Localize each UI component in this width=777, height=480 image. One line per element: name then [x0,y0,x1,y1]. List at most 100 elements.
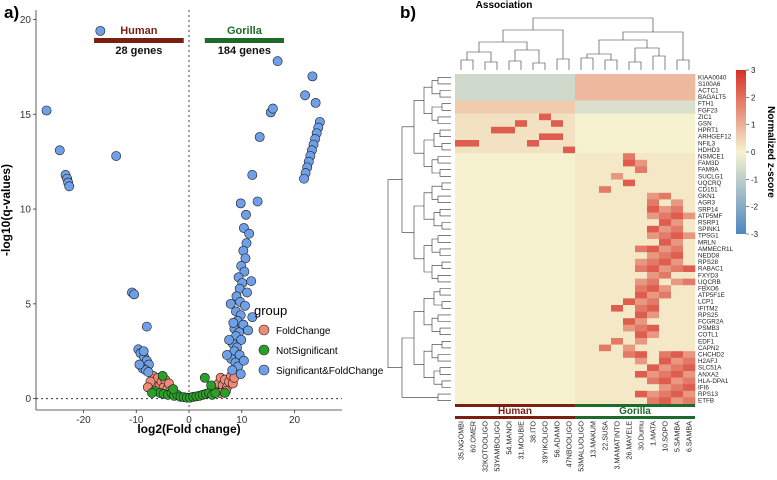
heatmap-cell [455,272,468,279]
column-label: 31.MOUBIE [516,421,525,460]
heatmap-cell [635,258,648,266]
heatmap-cell [455,133,468,141]
colorbar-ticks: 3 2 1 0 -1 -2 -3 [746,66,759,239]
heatmap-cell [479,245,492,253]
heatmap-cell [623,324,636,332]
heatmap-cell [659,278,672,286]
heatmap-cell [635,311,648,319]
heatmap-cell [491,364,504,372]
heatmap-cell [623,298,636,306]
heatmap-cell [587,272,600,279]
heatmap-cell [539,232,552,240]
heatmap-cell [491,225,504,233]
heatmap-cell [575,311,588,319]
heatmap-cell [455,245,468,253]
heatmap-cell [479,87,492,95]
heatmap-cell [659,390,672,398]
row-dendrogram-link [439,248,451,256]
heatmap-cell [635,186,648,194]
heatmap-cell [671,351,684,359]
heatmap-cell [515,146,528,154]
heatmap-cell [671,100,684,108]
heatmap-cell [563,311,576,319]
row-dendrogram-link [433,212,442,227]
heatmap-cell [659,344,672,352]
heatmap-cell [479,338,492,345]
heatmap-cell [467,140,480,147]
column-group-bar [455,416,575,419]
heatmap-cell [527,305,540,312]
heatmap-cell [527,179,540,187]
heatmap-cell [671,344,684,352]
heatmap-cell [515,278,528,286]
heatmap-cell [503,74,516,81]
row-label: AGR3 [698,200,716,207]
heatmap-cell [467,364,480,372]
heatmap-cell [527,252,540,260]
heatmap-cell [623,357,636,365]
heatmap-cell [551,344,564,352]
heatmap-cell [527,245,540,253]
heatmap-cell [611,159,624,167]
heatmap-cell [671,384,684,392]
heatmap-cell [479,324,492,332]
heatmap-cell [599,199,612,207]
column-dendrogram-link [598,39,648,54]
heatmap-cell [551,278,564,286]
heatmap-cell [611,113,624,121]
row-dendrogram-link [431,238,440,253]
heatmap-cell [599,291,612,299]
heatmap-cell [479,298,492,306]
heatmap-cell [539,153,552,161]
heatmap-cell [539,291,552,299]
row-dendrogram-link [433,133,442,147]
heatmap-cell [647,212,660,220]
row-label: IFITM2 [698,305,718,312]
heatmap-cell [515,93,528,101]
heatmap-cell [527,265,540,273]
heatmap-cell [647,331,660,339]
heatmap-cell [551,107,564,114]
row-label: RPS25 [698,312,718,319]
heatmap-cell [587,140,600,147]
heatmap-cell [551,357,564,365]
heatmap-cell [683,338,696,345]
row-label: FXYD3 [698,272,719,279]
heatmap-cell [551,265,564,273]
heatmap-cell [659,252,672,260]
heatmap-cell [587,384,600,392]
heatmap-cell [503,153,516,161]
heatmap-cell [455,351,468,359]
heatmap-cell [575,291,588,299]
heatmap-cell [467,258,480,266]
heatmap-cell [539,87,552,95]
heatmap-cell [587,179,600,187]
heatmap-cell [623,192,636,200]
row-dendrogram-link [423,192,434,220]
heatmap-cell [611,344,624,352]
heatmap-cell [671,258,684,266]
heatmap-cell [479,179,492,187]
heatmap-cell [611,166,624,174]
row-dendrogram-link [387,179,402,368]
heatmap-cell [491,318,504,326]
heatmap-cell [599,159,612,167]
column-group-label: Gorilla [619,406,651,417]
heatmap-cell [635,107,648,114]
heatmap-cell [671,179,684,187]
heatmap-cell [527,258,540,266]
heatmap-cell [683,120,696,128]
heatmap-cell [635,133,648,141]
heatmap-cell [563,245,576,253]
row-dendrogram-link [437,314,451,322]
heatmap-cell [647,390,660,398]
heatmap-cell [503,331,516,339]
heatmap-cell [599,232,612,240]
row-dendrogram-link [401,126,414,233]
column-dendrogram [460,17,690,70]
heatmap-cell [659,324,672,332]
heatmap-cell [515,351,528,359]
heatmap-cell [671,272,684,279]
heatmap-cell [503,166,516,174]
heatmap-cell [563,331,576,339]
